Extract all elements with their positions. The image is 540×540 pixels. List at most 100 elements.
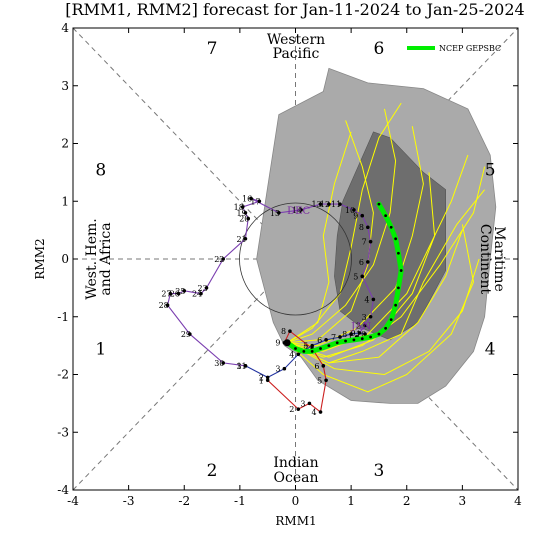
december-day-label: 7 — [362, 238, 367, 247]
december-day-marker — [327, 202, 331, 206]
december-day-label: 27 — [161, 290, 171, 299]
january-day-label: 5 — [303, 342, 308, 351]
ensemble-mean-point — [377, 332, 381, 336]
region-right-line1: Maritime — [491, 226, 507, 292]
ensemble-mean-point — [384, 214, 388, 218]
december-day-label: 16 — [242, 194, 252, 203]
x-tick-label: -1 — [234, 494, 246, 508]
ensemble-mean-point — [310, 350, 314, 353]
december-day-marker — [182, 288, 187, 293]
december-day-label: 11 — [331, 200, 341, 209]
december-day-label: 26 — [170, 290, 180, 299]
x-axis-label: RMM1 — [275, 514, 316, 528]
january-day-marker — [357, 331, 362, 335]
x-tick-label: 2 — [403, 494, 411, 508]
december-day-marker — [165, 303, 170, 308]
january-day-marker — [349, 332, 353, 336]
january-day-marker — [296, 352, 301, 357]
december-day-marker — [176, 291, 181, 296]
ensemble-mean-point — [344, 339, 347, 343]
december-day-marker — [360, 274, 365, 279]
legend-label-ncep-gepsbc: NCEP GEPSBC — [439, 44, 501, 53]
december-day-label: 15 — [270, 209, 280, 218]
december-day-label: 24 — [192, 290, 202, 299]
november-day-marker — [296, 407, 301, 411]
november-day-label: 9 — [275, 339, 280, 348]
ensemble-mean-track — [283, 201, 404, 354]
ensemble-mean-point — [397, 286, 400, 290]
region-top-line1: Western — [267, 32, 325, 48]
january-day-label: 1 — [236, 362, 241, 371]
ensemble-mean-point — [377, 202, 381, 206]
chart-legend: NCEP GEPSBC — [407, 44, 501, 53]
ensemble-mean-point — [335, 341, 339, 345]
x-tick-label: -3 — [123, 494, 135, 508]
region-bottom-line2: Ocean — [274, 470, 319, 486]
diagonal-line-falling — [73, 28, 518, 490]
november-day-label: 5 — [317, 376, 322, 385]
phase-label-4: 4 — [485, 340, 496, 360]
november-day-marker — [318, 410, 323, 414]
december-day-label: 22 — [214, 255, 224, 264]
november-day-label: 4 — [312, 408, 317, 417]
ensemble-mean-point — [394, 303, 398, 307]
december-day-marker — [188, 332, 192, 336]
y-tick-label: 3 — [61, 79, 69, 93]
y-tick-label: 0 — [61, 252, 69, 266]
december-day-label: 19 — [236, 209, 246, 218]
x-tick-label: -4 — [67, 494, 79, 508]
y-tick-label: -3 — [57, 425, 69, 439]
december-day-label: 20 — [239, 215, 249, 224]
december-day-marker — [243, 211, 248, 215]
december-day-label: 14 — [292, 206, 302, 215]
november-day-label: 3 — [300, 399, 305, 408]
member-track-10 — [286, 102, 402, 344]
december-day-marker — [221, 361, 225, 365]
december-day-label: 8 — [359, 223, 364, 232]
region-bottom-line1: Indian — [273, 455, 318, 471]
december-day-label: 30 — [214, 359, 224, 368]
december-day-label: 31 — [236, 362, 246, 371]
phase-label-2: 2 — [207, 461, 218, 481]
x-tick-label: -2 — [178, 494, 190, 508]
december-day-marker — [366, 260, 370, 264]
region-left-line2: and Africa — [98, 222, 114, 295]
november-day-marker — [265, 378, 270, 383]
region-right-line2: Continent — [477, 224, 493, 295]
month-label-dec: DEC — [287, 206, 310, 217]
december-day-label: 4 — [364, 295, 369, 304]
observed-rmm-track: 1234567891234567891011121314151617181920… — [159, 194, 376, 417]
y-axis-label: RMM2 — [33, 238, 47, 279]
december-day-marker — [366, 225, 370, 230]
december-day-marker — [168, 291, 173, 296]
december-day-marker — [240, 205, 245, 209]
december-day-marker — [318, 202, 323, 206]
ensemble-mean-point — [399, 269, 403, 272]
december-day-label: 23 — [198, 284, 208, 293]
x-tick-label: 0 — [292, 494, 300, 508]
y-tick-label: 2 — [61, 137, 69, 151]
december-day-label: 17 — [250, 197, 260, 206]
december-day-label: 18 — [234, 203, 244, 212]
ensemble-mean-point — [389, 318, 393, 322]
november-day-marker — [321, 364, 326, 368]
member-track-11 — [286, 131, 352, 344]
december-day-label: 5 — [353, 272, 358, 281]
ensemble-mean-point — [369, 335, 372, 339]
january-day-marker — [310, 343, 314, 348]
december-day-label: 13 — [312, 200, 322, 209]
member-track-7 — [287, 120, 374, 344]
member-track-4 — [287, 108, 397, 344]
x-tick-label: 4 — [514, 494, 522, 508]
january-day-label: 3 — [275, 365, 280, 374]
december-day-marker — [368, 314, 373, 319]
phase-label-6: 6 — [374, 39, 385, 59]
y-tick-label: 4 — [61, 21, 69, 35]
december-day-marker — [249, 196, 253, 201]
ensemble-mean-point — [360, 337, 364, 341]
december-day-label: 2 — [356, 321, 361, 330]
december-day-marker — [371, 297, 376, 302]
x-tick-label: 1 — [347, 494, 355, 508]
